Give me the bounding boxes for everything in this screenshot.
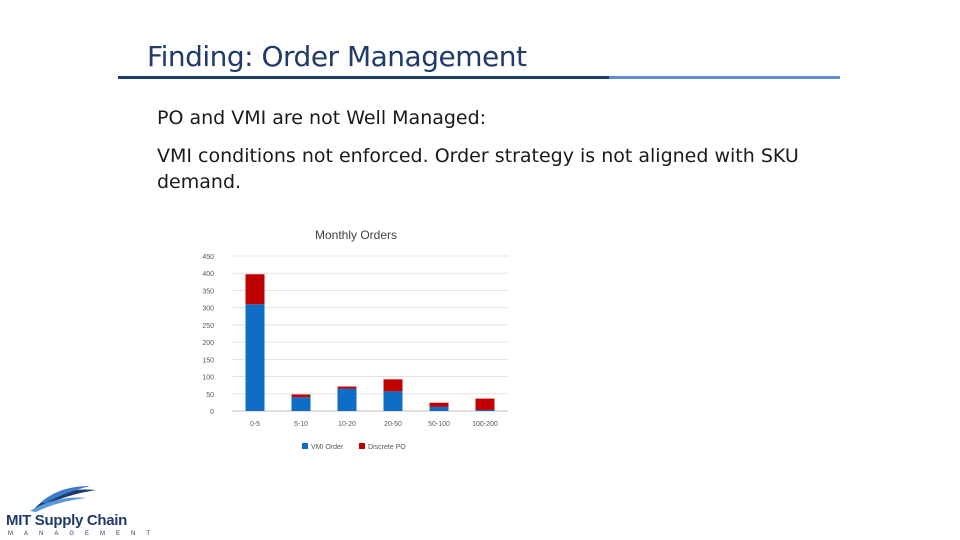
legend-swatch bbox=[302, 443, 308, 449]
logo-name: MIT Supply Chain bbox=[6, 512, 128, 529]
x-tick-label: 10-20 bbox=[338, 421, 356, 428]
x-tick-label: 0-5 bbox=[250, 421, 260, 428]
bar-vmi-order bbox=[383, 391, 403, 411]
y-tick-label: 200 bbox=[202, 340, 214, 347]
x-tick-label: 5-10 bbox=[294, 421, 308, 428]
bar-vmi-order bbox=[245, 304, 265, 411]
y-tick-label: 300 bbox=[202, 306, 214, 313]
y-tick-label: 100 bbox=[202, 375, 214, 382]
slide-title: Finding: Order Management bbox=[147, 40, 527, 73]
bar-discrete-po bbox=[291, 394, 311, 398]
bar-discrete-po bbox=[429, 402, 449, 407]
x-tick-label: 20-50 bbox=[384, 421, 402, 428]
bar-discrete-po bbox=[337, 386, 357, 389]
logo-subtitle: MANAGEMENT bbox=[8, 531, 162, 537]
y-tick-label: 0 bbox=[210, 409, 214, 416]
bar-vmi-order bbox=[475, 409, 495, 411]
slide-body: VMI conditions not enforced. Order strat… bbox=[157, 145, 799, 193]
x-tick-label: 50-100 bbox=[428, 421, 450, 428]
bar-discrete-po bbox=[245, 274, 265, 305]
y-tick-label: 350 bbox=[202, 288, 214, 295]
y-tick-label: 400 bbox=[202, 271, 214, 278]
y-tick-label: 50 bbox=[206, 392, 214, 399]
y-tick-label: 450 bbox=[202, 254, 214, 261]
bar-discrete-po bbox=[475, 398, 495, 410]
chart-title: Monthly Orders bbox=[315, 228, 397, 242]
waves-logo-icon bbox=[30, 486, 96, 512]
bar-vmi-order bbox=[337, 388, 357, 411]
bar-vmi-order bbox=[291, 397, 311, 411]
legend-label: VMI Order bbox=[311, 444, 344, 451]
x-tick-label: 100-200 bbox=[472, 421, 498, 428]
bar-vmi-order bbox=[429, 406, 449, 411]
title-underline bbox=[118, 76, 840, 79]
slide-subhead: PO and VMI are not Well Managed: bbox=[157, 107, 487, 129]
legend-swatch bbox=[359, 443, 365, 449]
y-tick-label: 150 bbox=[202, 357, 214, 364]
legend-label: Discrete PO bbox=[368, 444, 406, 451]
y-tick-label: 250 bbox=[202, 323, 214, 330]
bar-discrete-po bbox=[383, 379, 403, 392]
